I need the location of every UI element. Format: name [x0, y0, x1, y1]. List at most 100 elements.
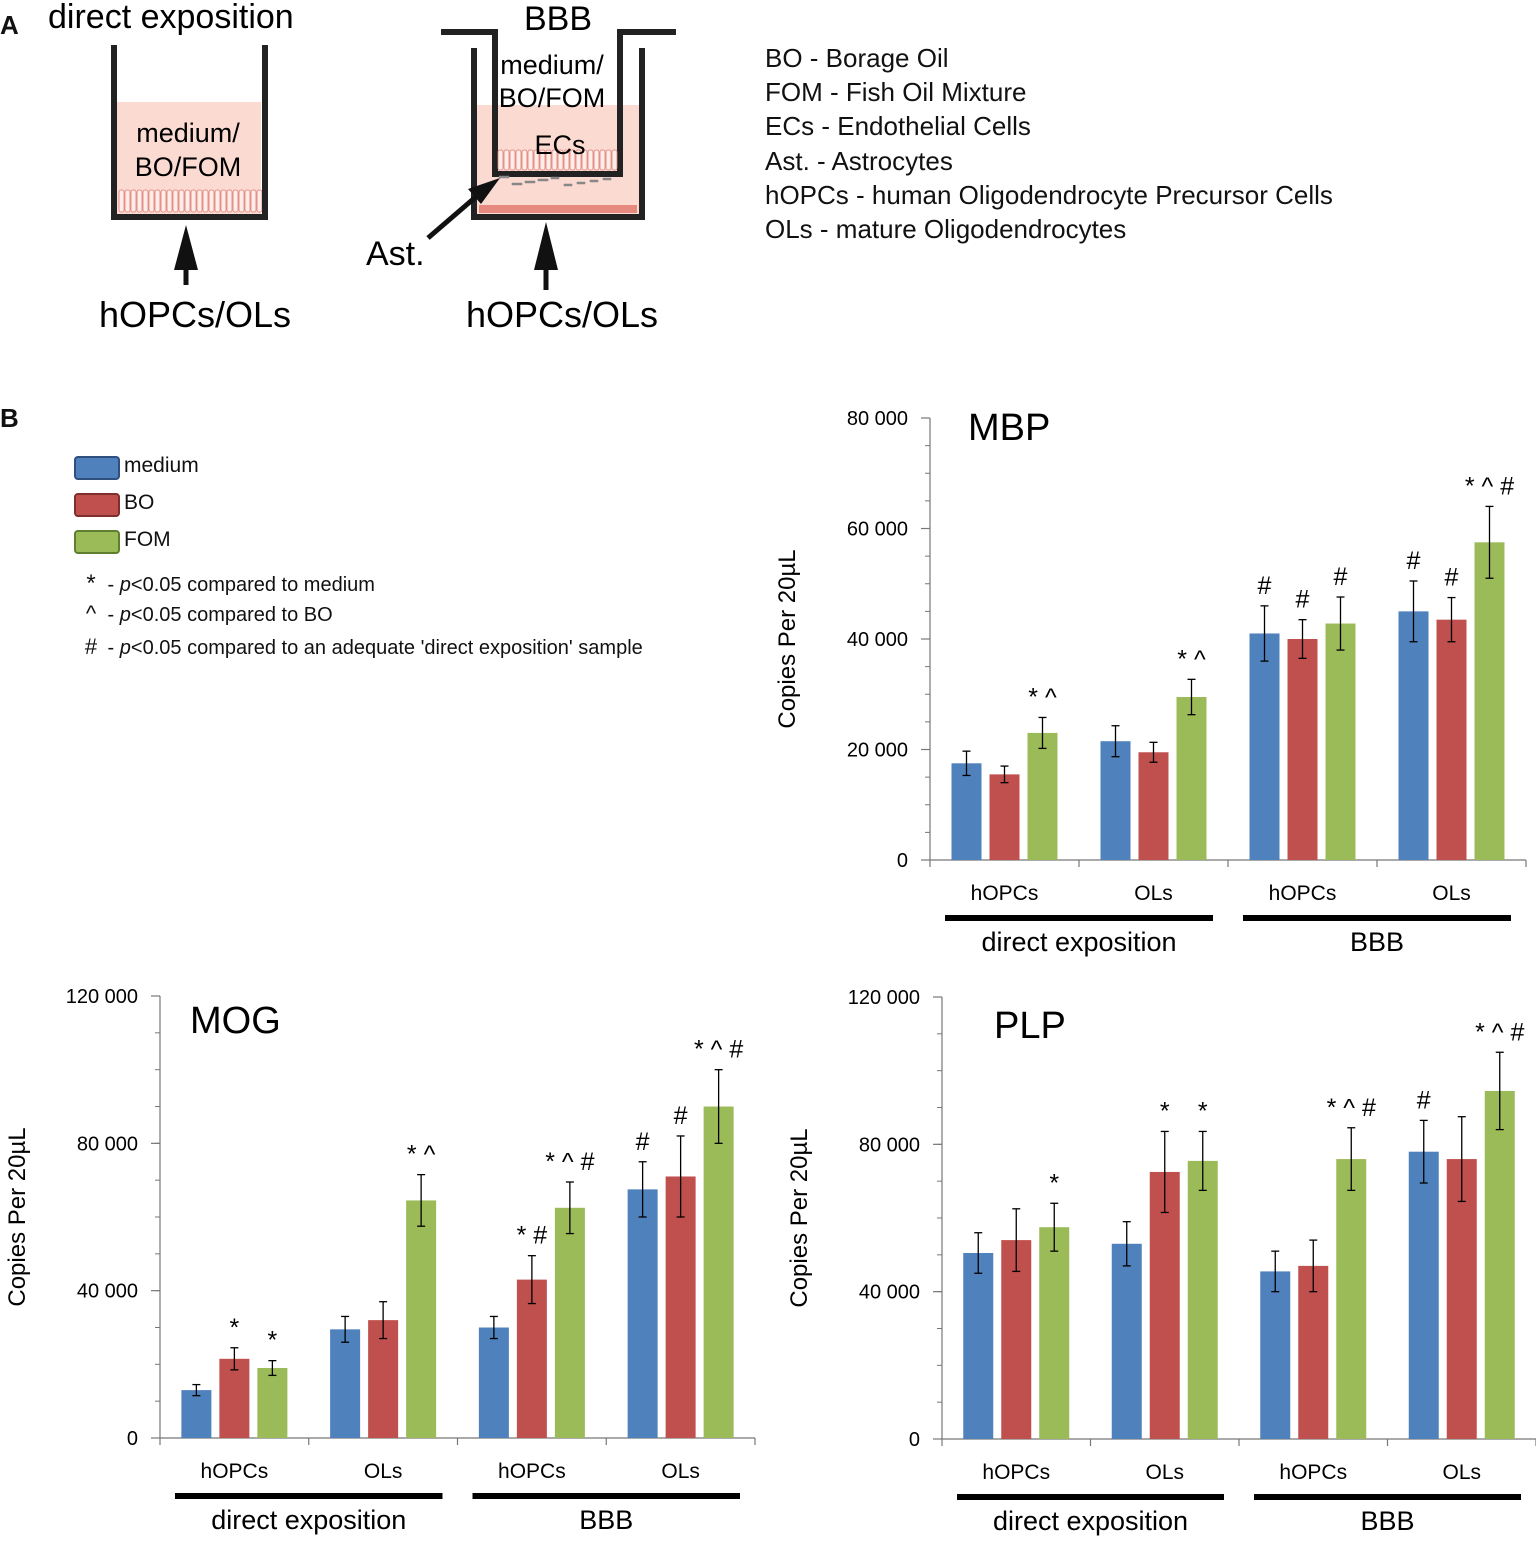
bar-bo	[1001, 1240, 1032, 1439]
direct-exposition-title: direct exposition	[48, 0, 294, 36]
insert-well	[441, 29, 676, 177]
group-label: BBB	[1350, 927, 1404, 957]
x-category-label: OLs	[1134, 882, 1173, 905]
bar-fom	[703, 1106, 734, 1438]
significance-annotation: #	[1445, 564, 1459, 592]
sig-note-bo: ^ - p<0.05 compared to BO	[85, 601, 333, 626]
bar-fom	[1325, 623, 1356, 860]
panel-a-label: A	[0, 10, 19, 40]
y-tick-label: 80 000	[859, 1134, 920, 1156]
group-bracket	[1254, 1494, 1521, 1500]
sig-note-bbb: # - p<0.05 compared to an adequate 'dire…	[84, 634, 643, 659]
significance-annotation: * ^ #	[1475, 1018, 1524, 1046]
significance-annotation: * ^ #	[694, 1036, 743, 1064]
x-category-label: OLs	[661, 1460, 700, 1483]
y-tick-label: 40 000	[859, 1282, 920, 1304]
y-tick-label: 0	[897, 850, 908, 872]
significance-annotation: *	[1198, 1097, 1208, 1125]
definition-fom: FOM - Fish Oil Mixture	[765, 77, 1027, 107]
significance-annotation: * ^ #	[1465, 472, 1514, 500]
definition-ecs: ECs - Endothelial Cells	[765, 111, 1031, 141]
right-bottom-label: hOPCs/OLs	[466, 294, 658, 335]
y-tick-label: 60 000	[847, 519, 908, 541]
ast-arrow	[426, 178, 500, 240]
y-tick-label: 20 000	[847, 740, 908, 762]
bar-fom	[1484, 1090, 1515, 1439]
bar-fom	[1176, 697, 1207, 860]
bar-bo	[368, 1320, 399, 1438]
bar-fom	[554, 1207, 585, 1438]
significance-annotation: #	[1407, 547, 1421, 575]
significance-annotation: #	[674, 1102, 688, 1130]
right-medium-line1: medium/	[500, 50, 604, 80]
bar-fom	[1187, 1160, 1218, 1439]
x-category-label: OLs	[364, 1460, 403, 1483]
bottom-cells	[479, 205, 637, 213]
definition-hopcs: hOPCs - human Oligodendrocyte Precursor …	[765, 180, 1333, 210]
significance-annotation: #	[1334, 563, 1348, 591]
legend-swatch-bo	[74, 493, 120, 517]
bar-bo	[665, 1176, 696, 1438]
bar-fom	[1474, 542, 1505, 860]
bar-fom	[1039, 1227, 1070, 1439]
bar-bo	[989, 774, 1020, 860]
definition-bo: BO - Borage Oil	[765, 43, 949, 73]
bar-fom	[1336, 1159, 1367, 1439]
definition-ols: OLs - mature Oligodendrocytes	[765, 214, 1127, 244]
ecs-label: ECs	[534, 130, 585, 160]
bar-medium	[1100, 741, 1131, 860]
x-category-label: hOPCs	[971, 882, 1039, 905]
significance-annotation: * ^ #	[1327, 1094, 1376, 1122]
endothelial-cells	[497, 149, 618, 171]
bar-medium	[478, 1327, 509, 1438]
bar-fom	[406, 1200, 437, 1438]
left-medium-line2: BO/FOM	[135, 152, 242, 182]
bar-medium	[951, 763, 982, 860]
bar-bo	[516, 1279, 547, 1438]
y-tick-label: 120 000	[848, 987, 920, 1009]
bar-bo	[1298, 1265, 1329, 1439]
bar-bo	[1149, 1171, 1180, 1439]
group-bracket	[1243, 915, 1511, 921]
x-category-label: OLs	[1145, 1461, 1184, 1484]
significance-annotation: #	[1417, 1086, 1431, 1114]
group-bracket	[945, 915, 1213, 921]
bar-bo	[1436, 619, 1467, 860]
y-tick-label: 40 000	[77, 1281, 138, 1303]
group-label: direct exposition	[993, 1506, 1188, 1536]
significance-annotation: *	[1160, 1097, 1170, 1125]
y-axis-label: Copies Per 20µL	[4, 1127, 31, 1306]
significance-annotation: #	[1296, 586, 1310, 614]
panel-a-diagram: direct exposition medium/ BO/FOM hOPCs/O…	[48, 0, 676, 335]
group-label: direct exposition	[211, 1505, 406, 1535]
significance-annotation: * ^ #	[545, 1148, 594, 1176]
significance-annotation: *	[230, 1314, 240, 1342]
bar-medium	[1408, 1151, 1439, 1439]
bar-medium	[1249, 633, 1280, 860]
bar-fom	[257, 1368, 288, 1438]
bar-medium	[1398, 611, 1429, 860]
x-category-label: hOPCs	[1269, 882, 1337, 905]
significance-annotation: * #	[517, 1222, 548, 1250]
y-axis-label: Copies Per 20µL	[774, 549, 801, 728]
outer-well	[471, 48, 645, 220]
group-label: direct exposition	[981, 927, 1176, 957]
significance-annotation: #	[636, 1128, 650, 1156]
significance-annotation: * ^	[1028, 683, 1057, 711]
bar-medium	[330, 1329, 361, 1438]
left-arrow	[174, 225, 198, 285]
legend-label-bo: BO	[124, 491, 155, 514]
y-tick-label: 0	[127, 1428, 138, 1450]
bar-medium	[1260, 1271, 1291, 1439]
y-tick-label: 40 000	[847, 629, 908, 651]
legend-label-fom: FOM	[124, 528, 171, 551]
right-medium-line2: BO/FOM	[499, 83, 606, 113]
bar-medium	[627, 1189, 658, 1438]
chart-title: MBP	[968, 407, 1050, 449]
left-medium-line1: medium/	[136, 118, 240, 148]
x-category-label: hOPCs	[201, 1460, 269, 1483]
left-bottom-label: hOPCs/OLs	[99, 294, 291, 335]
chart-title: MOG	[190, 1000, 281, 1042]
x-category-label: hOPCs	[498, 1460, 566, 1483]
bar-medium	[963, 1252, 994, 1439]
